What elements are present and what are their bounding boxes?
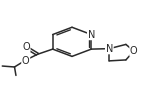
Text: N: N — [106, 44, 113, 54]
Text: O: O — [130, 46, 138, 56]
Text: O: O — [22, 56, 30, 66]
Text: O: O — [22, 42, 30, 52]
Text: N: N — [88, 30, 95, 40]
